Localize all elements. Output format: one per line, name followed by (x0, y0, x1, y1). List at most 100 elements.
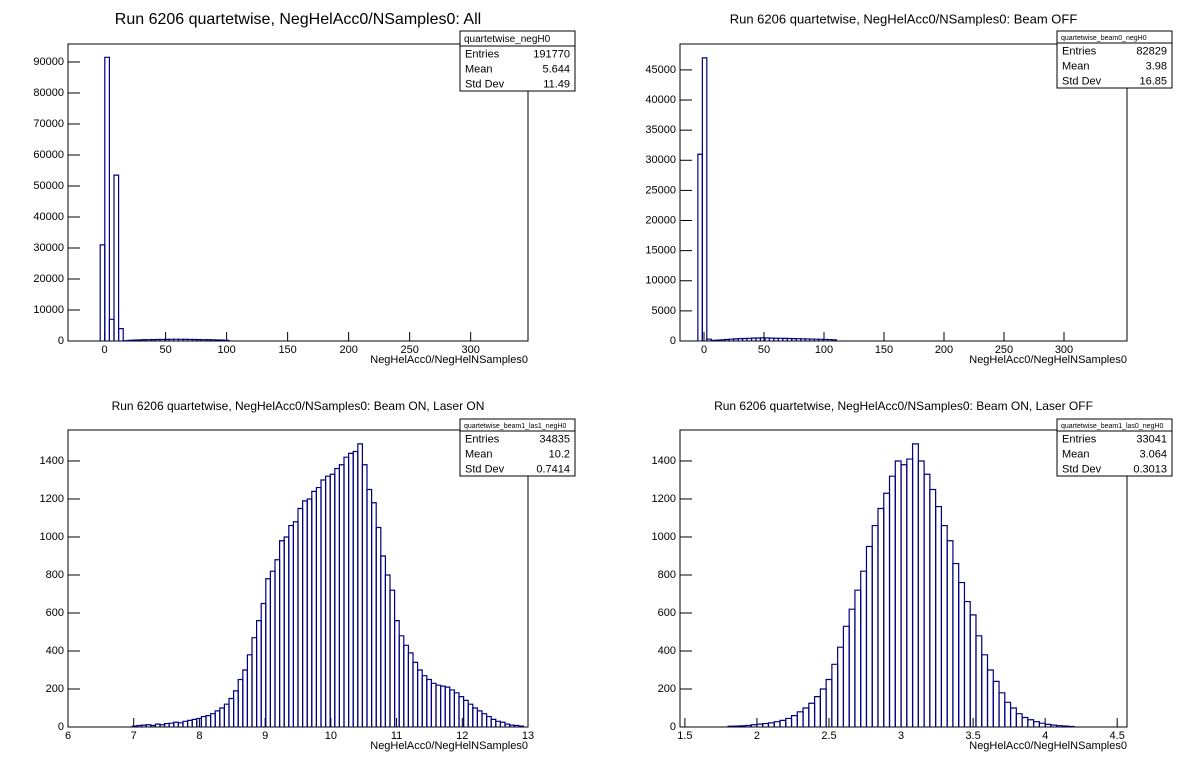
bin (200, 715, 207, 727)
bin (394, 619, 400, 727)
bin (435, 684, 442, 727)
bin (518, 725, 524, 727)
chart-title: Run 6206 quartetwise, NegHelAcc0/NSample… (115, 11, 481, 28)
bin (407, 652, 414, 727)
bin (848, 608, 856, 727)
bin (1021, 716, 1029, 727)
bin (449, 689, 455, 727)
stats-box (459, 30, 576, 92)
bin (269, 570, 276, 727)
bin (320, 479, 327, 727)
stats-label: Std Dev (1062, 75, 1102, 87)
bin (306, 498, 313, 727)
bin (831, 663, 839, 727)
bin (940, 524, 948, 727)
x-tick-label: 150 (875, 344, 893, 356)
bin (842, 625, 850, 727)
bin (785, 717, 793, 727)
bin (375, 526, 382, 727)
plot-frame (679, 429, 1128, 728)
x-tick-label: 0 (701, 344, 707, 356)
bin (992, 680, 1000, 727)
y-tick-label: 30000 (645, 154, 676, 166)
bin (348, 452, 354, 727)
y-tick-label: 40000 (33, 211, 64, 223)
bin (219, 707, 225, 727)
bin (476, 710, 483, 727)
bin (762, 722, 770, 727)
bin (1027, 719, 1035, 727)
bin (837, 646, 845, 727)
stats-value: 34835 (539, 433, 570, 445)
bin (1033, 721, 1040, 727)
bin (467, 703, 474, 727)
bin (1015, 713, 1023, 727)
x-tick-label: 200 (339, 344, 357, 356)
bin (440, 685, 446, 727)
y-tick-label: 1400 (652, 455, 676, 467)
y-tick-label: 20000 (33, 273, 64, 285)
y-tick-label: 200 (658, 683, 676, 695)
x-tick-label: 6 (65, 730, 71, 742)
bin (233, 690, 239, 727)
y-tick-label: 0 (58, 335, 64, 347)
bin (371, 502, 377, 727)
bin (315, 486, 322, 727)
stats-value: 3.064 (1139, 448, 1167, 460)
y-tick-label: 1200 (652, 493, 676, 505)
bin (246, 654, 253, 727)
bin (481, 713, 488, 727)
bin (1067, 725, 1075, 728)
bin (113, 174, 120, 341)
bin (883, 492, 891, 727)
stats-value: 10.2 (549, 448, 570, 460)
x-tick-label: 300 (1055, 344, 1073, 356)
bin (99, 244, 106, 341)
y-tick-label: 800 (658, 569, 676, 581)
stats-label: Std Dev (465, 463, 505, 475)
stats-label: Std Dev (1062, 463, 1102, 475)
bin (894, 460, 902, 727)
bin (796, 711, 804, 727)
bin (223, 339, 230, 341)
bin (214, 710, 221, 727)
stats-value: 33041 (1136, 433, 1167, 445)
x-tick-label: 100 (815, 344, 833, 356)
stats-value: 11.49 (543, 78, 570, 90)
x-tick-label: 12 (456, 730, 468, 742)
x-tick-label: 7 (131, 730, 137, 742)
bin (860, 570, 868, 727)
bin (104, 56, 110, 341)
y-tick-label: 1000 (652, 531, 676, 543)
y-tick-label: 35000 (645, 124, 676, 136)
stats-label: Entries (1062, 45, 1097, 57)
y-tick-label: 15000 (645, 245, 676, 257)
bin (403, 644, 409, 727)
stats-title: quartetwise_negH0 (464, 34, 551, 45)
bin (813, 695, 821, 727)
bin (463, 699, 469, 727)
x-tick-label: 300 (461, 344, 479, 356)
bin (127, 339, 133, 341)
bin (888, 475, 896, 727)
stats-label: Entries (1062, 433, 1097, 445)
x-tick-label: 200 (935, 344, 953, 356)
bin (205, 714, 212, 727)
bin (854, 589, 862, 727)
bin (357, 443, 363, 727)
bin (251, 637, 258, 727)
stats-label: Mean (465, 448, 493, 460)
bin (929, 488, 937, 727)
x-axis-label: NegHelAcc0/NegHelNSamples0 (969, 740, 1127, 752)
bin (384, 574, 391, 727)
stats-title: quartetwise_beam0_negH0 (1061, 35, 1147, 42)
bin (237, 678, 244, 727)
y-tick-label: 25000 (645, 184, 676, 196)
y-tick-label: 90000 (33, 56, 64, 68)
bin (911, 443, 919, 727)
x-tick-label: 8 (196, 730, 202, 742)
plot-frame (679, 43, 1128, 342)
y-tick-label: 200 (46, 683, 64, 695)
bin (808, 702, 816, 727)
bin (767, 722, 775, 727)
